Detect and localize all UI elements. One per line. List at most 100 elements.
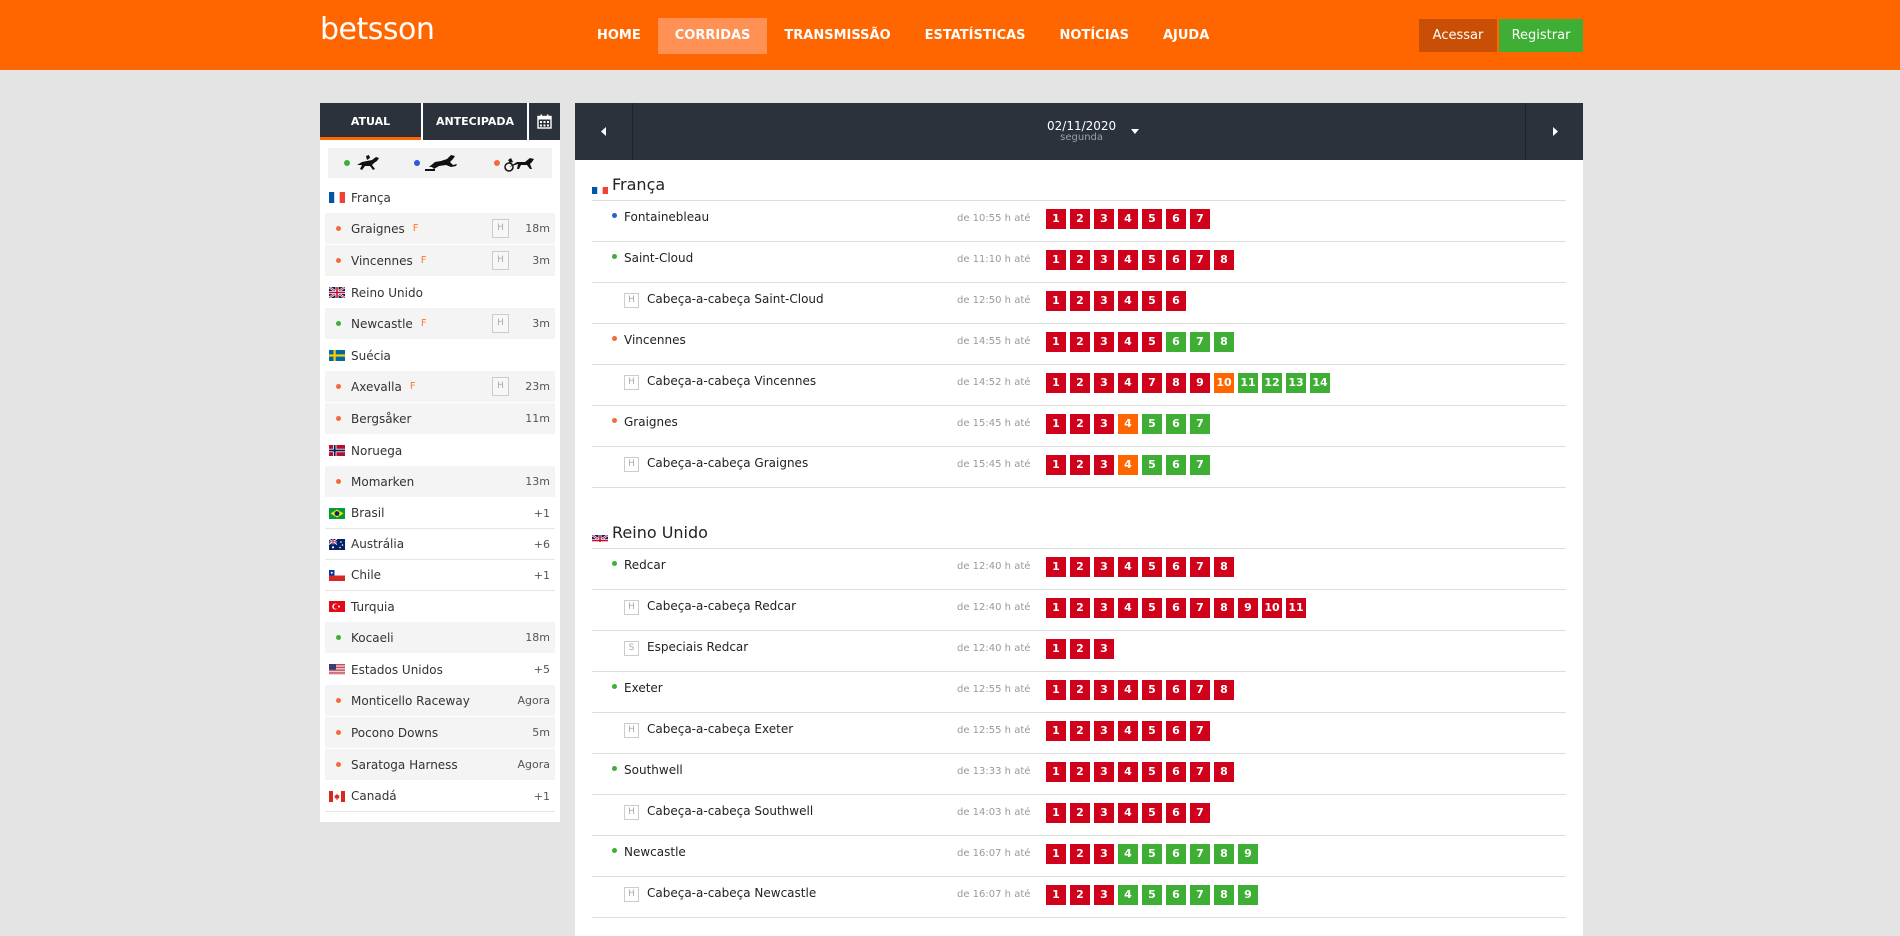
race-button[interactable]: 12 [1262,373,1282,393]
sidebar-track-item[interactable]: Momarken 13m [325,466,555,497]
race-button[interactable]: 5 [1142,332,1162,352]
race-button[interactable]: 2 [1070,844,1090,864]
sidebar-country-ca[interactable]: Canadá +1 [325,781,555,812]
race-button[interactable]: 4 [1118,885,1138,905]
race-button[interactable]: 3 [1094,885,1114,905]
race-button[interactable]: 8 [1214,250,1234,270]
race-button[interactable]: 11 [1286,598,1306,618]
race-button[interactable]: 3 [1094,721,1114,741]
race-button[interactable]: 7 [1190,762,1210,782]
nav-noticias[interactable]: NOTÍCIAS [1059,28,1129,43]
race-button[interactable]: 4 [1118,803,1138,823]
race-button[interactable]: 4 [1118,414,1138,434]
nav-ajuda[interactable]: AJUDA [1162,28,1210,43]
race-button[interactable]: 8 [1214,598,1234,618]
race-button[interactable]: 6 [1166,250,1186,270]
race-button[interactable]: 5 [1142,680,1162,700]
race-button[interactable]: 11 [1238,373,1258,393]
sidebar-track-item[interactable]: Bergsåker 11m [325,403,555,434]
meeting-name[interactable]: Cabeça-a-cabeça Graignes [647,456,809,470]
meeting-name[interactable]: Cabeça-a-cabeça Newcastle [647,886,817,900]
sidebar-country-cl[interactable]: Chile +1 [325,560,555,591]
race-button[interactable]: 5 [1142,291,1162,311]
race-button[interactable]: 8 [1214,762,1234,782]
meeting-row[interactable]: Graignes de 15:45 h até 1 2 3 4 5 6 7 [592,406,1566,447]
race-button[interactable]: 8 [1166,373,1186,393]
race-button[interactable]: 4 [1118,680,1138,700]
nav-transmissao[interactable]: TRANSMISSÃO [784,28,891,43]
meeting-name[interactable]: Graignes [624,415,678,429]
race-button[interactable]: 6 [1166,557,1186,577]
race-button[interactable]: 1 [1046,455,1066,475]
meeting-row[interactable]: H Cabeça-a-cabeça Saint-Cloud de 12:50 h a… [592,283,1566,324]
race-button[interactable]: 5 [1142,557,1162,577]
nav-corridas[interactable]: CORRIDAS [657,18,768,54]
race-button[interactable]: 7 [1190,885,1210,905]
race-button[interactable]: 1 [1046,639,1066,659]
meeting-row[interactable]: S Especiais Redcar de 12:40 h até 1 2 3 [592,631,1566,672]
race-button[interactable]: 3 [1094,209,1114,229]
meeting-name[interactable]: Newcastle [624,845,686,859]
race-button[interactable]: 7 [1190,557,1210,577]
race-button[interactable]: 6 [1166,291,1186,311]
race-button[interactable]: 5 [1142,721,1162,741]
race-button[interactable]: 2 [1070,373,1090,393]
race-button[interactable]: 6 [1166,721,1186,741]
race-button[interactable]: 7 [1190,844,1210,864]
race-button[interactable]: 7 [1190,332,1210,352]
race-button[interactable]: 4 [1118,209,1138,229]
meeting-name[interactable]: Fontainebleau [624,210,710,224]
prev-day-button[interactable] [575,103,633,160]
race-button[interactable]: 3 [1094,803,1114,823]
race-button[interactable]: 7 [1190,680,1210,700]
sidebar-track-item[interactable]: Kocaeli 18m [325,622,555,653]
race-button[interactable]: 1 [1046,209,1066,229]
meeting-row[interactable]: Vincennes de 14:55 h até 1 2 3 4 5 6 7 8 [592,324,1566,365]
meeting-name[interactable]: Exeter [624,681,663,695]
meeting-name[interactable]: Cabeça-a-cabeça Vincennes [647,374,817,388]
race-button[interactable]: 1 [1046,844,1066,864]
meeting-row[interactable]: Southwell de 13:33 h até 1 2 3 4 5 6 7 8 [592,754,1566,795]
nav-home[interactable]: HOME [597,28,641,43]
filter-jumps[interactable] [413,154,463,172]
race-button[interactable]: 1 [1046,557,1066,577]
race-button[interactable]: 3 [1094,598,1114,618]
race-button[interactable]: 14 [1310,373,1330,393]
race-button[interactable]: 4 [1118,250,1138,270]
race-button[interactable]: 6 [1166,803,1186,823]
race-button[interactable]: 4 [1118,332,1138,352]
meeting-row[interactable]: H Cabeça-a-cabeça Newcastle de 16:07 h até… [592,877,1566,918]
meeting-row[interactable]: H Cabeça-a-cabeça Exeter de 12:55 h até 1 2 3… [592,713,1566,754]
race-button[interactable]: 1 [1046,803,1066,823]
race-button[interactable]: 6 [1166,844,1186,864]
calendar-button[interactable] [527,103,560,140]
race-button[interactable]: 2 [1070,291,1090,311]
race-button[interactable]: 3 [1094,373,1114,393]
meeting-name[interactable]: Cabeça-a-cabeça Exeter [647,722,794,736]
sidebar-track-item[interactable]: Vincennes F H 3m [325,245,555,276]
tab-atual[interactable]: ATUAL [320,103,421,140]
race-button[interactable]: 6 [1166,885,1186,905]
race-button[interactable]: 2 [1070,639,1090,659]
race-button[interactable]: 1 [1046,721,1066,741]
race-button[interactable]: 6 [1166,762,1186,782]
next-day-button[interactable] [1525,103,1583,160]
race-button[interactable]: 8 [1214,332,1234,352]
race-button[interactable]: 3 [1094,250,1114,270]
race-button[interactable]: 6 [1166,598,1186,618]
race-button[interactable]: 2 [1070,209,1090,229]
race-button[interactable]: 4 [1118,455,1138,475]
race-button[interactable]: 3 [1094,557,1114,577]
race-button[interactable]: 7 [1190,455,1210,475]
race-button[interactable]: 2 [1070,721,1090,741]
race-button[interactable]: 8 [1214,885,1234,905]
race-button[interactable]: 5 [1142,762,1162,782]
race-button[interactable]: 4 [1118,598,1138,618]
meeting-name[interactable]: Cabeça-a-cabeça Saint-Cloud [647,292,824,306]
race-button[interactable]: 7 [1190,250,1210,270]
race-button[interactable]: 10 [1262,598,1282,618]
race-button[interactable]: 9 [1190,373,1210,393]
race-button[interactable]: 5 [1142,885,1162,905]
meeting-name[interactable]: Especiais Redcar [647,640,749,654]
sidebar-track-item[interactable]: Graignes F H 18m [325,213,555,244]
